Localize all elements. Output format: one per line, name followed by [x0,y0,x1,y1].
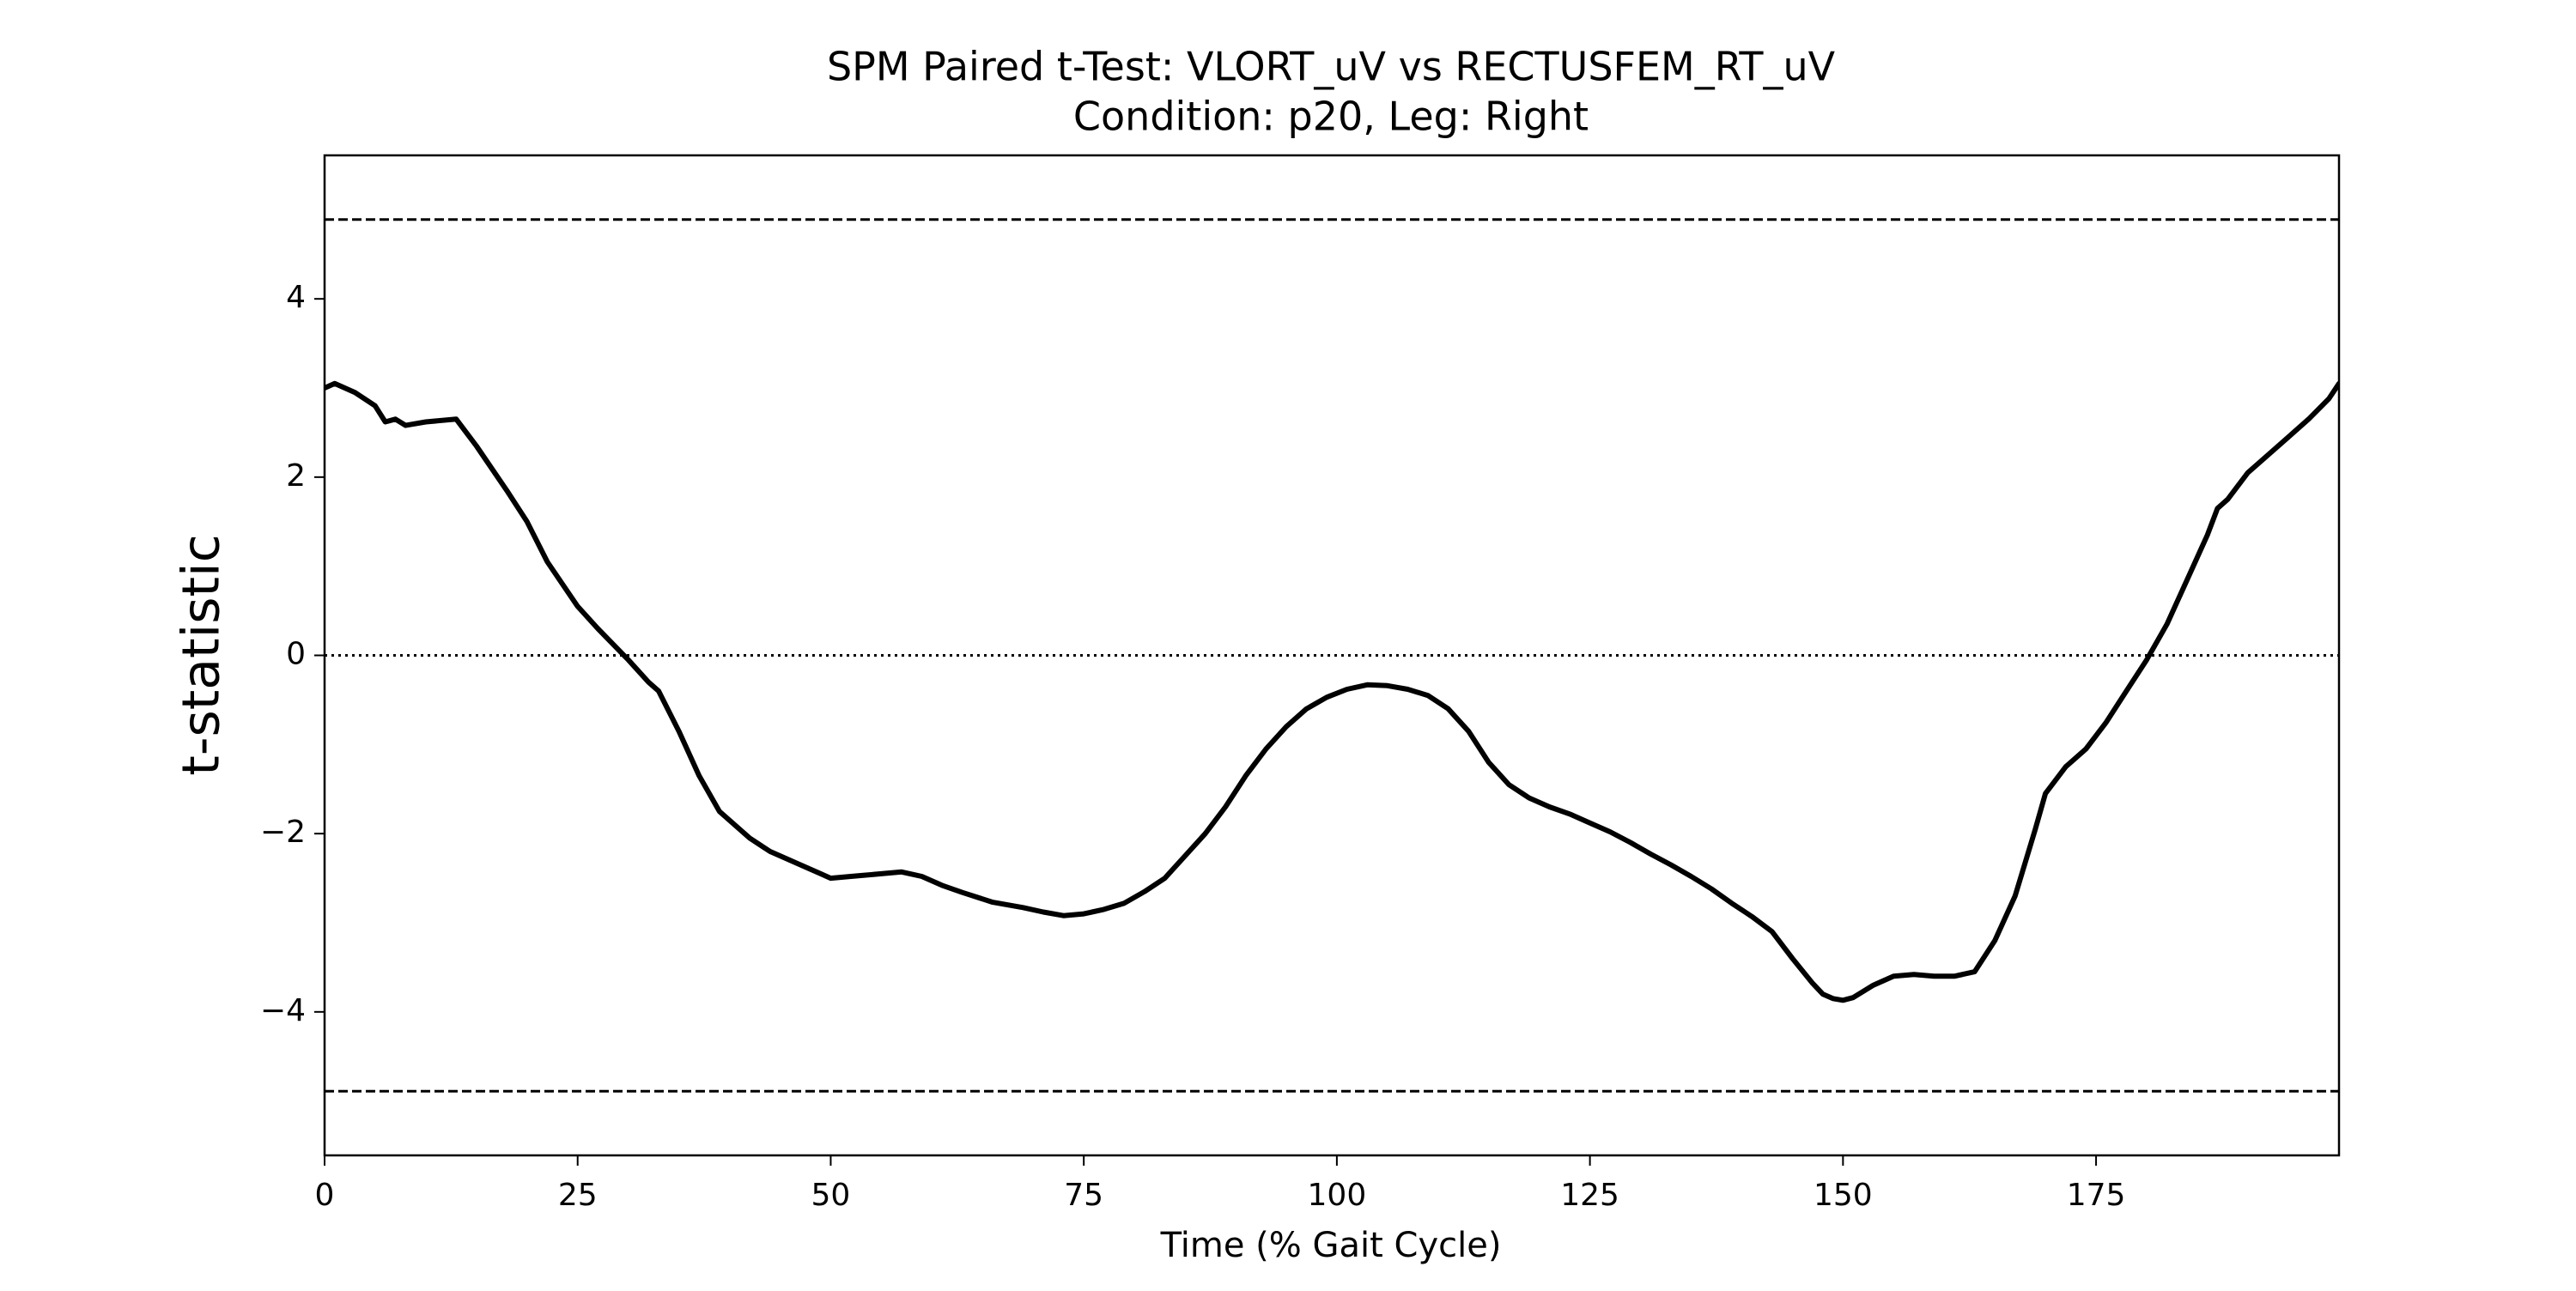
y-tick-label: 2 [286,458,306,494]
y-axis-label: t-statistic [172,534,232,775]
y-tick-label: −4 [260,993,306,1028]
x-axis-label: Time (% Gait Cycle) [1160,1226,1502,1265]
x-tick-label: 125 [1560,1178,1619,1213]
plot-frame [323,154,2341,1157]
chart-title: SPM Paired t-Test: VLORT_uV vs RECTUSFEM… [827,44,1836,90]
y-tick-label: −2 [260,815,306,850]
x-tick-label: 150 [1814,1178,1873,1213]
data-line [325,380,2339,1003]
x-tick-label: 175 [2067,1178,2126,1213]
x-tick-label: 75 [1064,1178,1103,1213]
x-tick-label: 100 [1308,1178,1367,1213]
x-tick-label: 25 [558,1178,598,1213]
y-tick-label: 4 [286,280,306,315]
y-tick-label: 0 [286,637,306,672]
x-tick-label: 50 [811,1178,851,1213]
x-tick-label: 0 [315,1178,335,1213]
chart-subtitle: Condition: p20, Leg: Right [1073,94,1589,140]
